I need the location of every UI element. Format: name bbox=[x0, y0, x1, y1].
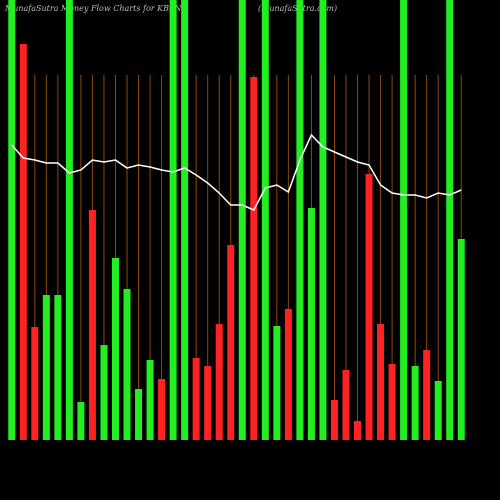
bar bbox=[215, 324, 223, 440]
bar bbox=[388, 364, 396, 440]
bar bbox=[342, 370, 350, 440]
bar bbox=[227, 245, 235, 440]
bar bbox=[8, 0, 16, 440]
bar bbox=[123, 289, 131, 440]
bar bbox=[204, 366, 212, 440]
bar bbox=[284, 309, 292, 440]
bar bbox=[354, 421, 362, 440]
bar bbox=[135, 389, 143, 440]
bar bbox=[411, 366, 419, 440]
bar bbox=[307, 208, 315, 440]
bar bbox=[261, 0, 269, 440]
bar bbox=[181, 0, 189, 440]
money-flow-line bbox=[11, 133, 462, 211]
bar bbox=[111, 258, 119, 440]
bar bbox=[330, 400, 338, 440]
bar bbox=[192, 358, 200, 440]
bar bbox=[319, 0, 327, 440]
chart-title: MunafaSutra Money Flow Charts for KBSN bbox=[4, 4, 182, 13]
bar bbox=[169, 0, 177, 440]
bar bbox=[273, 326, 281, 440]
bar bbox=[377, 324, 385, 440]
bar bbox=[423, 350, 431, 440]
bar bbox=[446, 0, 454, 440]
bar bbox=[400, 0, 408, 440]
bar bbox=[19, 44, 27, 440]
bar bbox=[250, 77, 258, 440]
bar bbox=[365, 174, 373, 440]
bar bbox=[65, 0, 73, 440]
bar bbox=[296, 0, 304, 440]
bar bbox=[238, 0, 246, 440]
bar bbox=[434, 381, 442, 440]
bar bbox=[158, 379, 166, 440]
bar bbox=[100, 345, 108, 440]
bar bbox=[42, 295, 50, 440]
bar bbox=[31, 327, 39, 440]
bar bbox=[146, 360, 154, 440]
bar bbox=[88, 210, 96, 440]
bar bbox=[457, 239, 465, 440]
bar bbox=[54, 295, 62, 440]
bar bbox=[77, 402, 85, 440]
